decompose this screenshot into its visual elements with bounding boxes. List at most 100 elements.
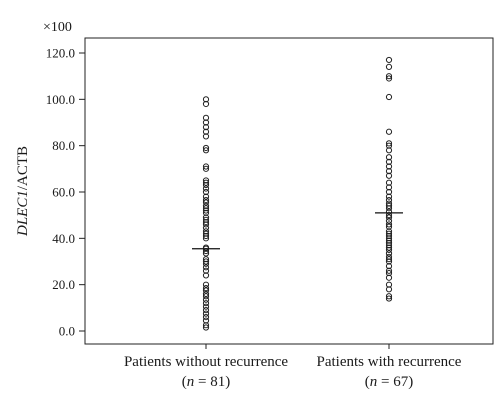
y-tick-label: 20.0 bbox=[52, 277, 75, 292]
data-point bbox=[385, 214, 393, 221]
data-point bbox=[202, 224, 210, 232]
data-point bbox=[202, 230, 210, 237]
y-tick-label: 120.0 bbox=[46, 46, 75, 61]
data-point bbox=[202, 267, 210, 274]
data-point bbox=[202, 314, 210, 321]
data-point bbox=[202, 324, 210, 331]
median-lines bbox=[192, 212, 403, 250]
data-point bbox=[202, 228, 210, 235]
plot-frame bbox=[84, 37, 494, 345]
sample-size-variable: n bbox=[370, 374, 378, 390]
y-tick-label: 0.0 bbox=[59, 324, 75, 339]
data-point bbox=[202, 144, 210, 152]
data-point bbox=[385, 208, 393, 215]
data-point bbox=[385, 188, 393, 196]
data-point bbox=[385, 242, 393, 249]
y-axis-label-reference: /ACTB bbox=[15, 146, 31, 190]
data-point bbox=[385, 172, 393, 179]
data-point bbox=[385, 274, 393, 281]
data-point bbox=[202, 197, 210, 204]
data-point bbox=[385, 230, 393, 237]
data-point bbox=[385, 200, 393, 207]
data-point bbox=[202, 209, 210, 216]
data-point bbox=[202, 100, 210, 108]
data-point bbox=[385, 269, 393, 277]
y-tick-label: 40.0 bbox=[52, 231, 75, 246]
data-point bbox=[202, 177, 210, 184]
data-point bbox=[385, 237, 393, 244]
data-point bbox=[202, 128, 210, 135]
data-point bbox=[385, 250, 393, 257]
data-point bbox=[202, 303, 210, 310]
data-point bbox=[385, 140, 393, 147]
data-point bbox=[385, 223, 393, 230]
data-point bbox=[202, 293, 210, 300]
data-point bbox=[202, 119, 210, 126]
data-point bbox=[202, 219, 210, 226]
data-point bbox=[202, 114, 210, 121]
data-point bbox=[202, 296, 210, 303]
data-point bbox=[202, 285, 210, 292]
data-point bbox=[385, 56, 393, 64]
data-point bbox=[202, 244, 210, 251]
data-point bbox=[385, 158, 393, 165]
data-point bbox=[385, 244, 393, 251]
sample-size-variable: n bbox=[187, 374, 195, 390]
y-axis-multiplier: ×100 bbox=[43, 20, 72, 35]
data-point bbox=[202, 256, 210, 263]
data-point bbox=[385, 75, 393, 82]
data-point bbox=[385, 128, 393, 135]
y-axis-label: DLEC1/ACTB bbox=[15, 146, 31, 237]
data-point bbox=[385, 163, 393, 170]
data-point bbox=[202, 317, 210, 324]
data-point bbox=[385, 281, 393, 288]
data-point bbox=[202, 185, 210, 192]
data-point bbox=[385, 235, 393, 242]
data-point bbox=[385, 205, 393, 212]
data-point bbox=[202, 96, 210, 103]
data-point bbox=[202, 163, 210, 170]
data-point bbox=[385, 256, 393, 263]
data-point bbox=[202, 235, 210, 242]
data-point bbox=[202, 258, 210, 265]
data-point bbox=[385, 184, 393, 191]
data-point bbox=[385, 193, 393, 200]
data-point bbox=[202, 199, 210, 206]
y-axis-label-gene: DLEC1 bbox=[15, 190, 31, 237]
data-point bbox=[202, 147, 210, 154]
sample-size-open: ( bbox=[365, 374, 370, 390]
data-point bbox=[202, 300, 210, 307]
y-axis-ticks: 0.0 20.0 40.0 60.0 80.0 100.0 120.0 bbox=[46, 46, 85, 339]
data-point bbox=[202, 310, 210, 317]
data-point bbox=[202, 290, 210, 298]
data-point bbox=[202, 124, 210, 131]
group-sample-size: (n = 81) bbox=[182, 374, 230, 390]
data-point bbox=[385, 168, 393, 175]
data-point bbox=[202, 216, 210, 223]
data-point bbox=[202, 232, 210, 240]
y-tick-label: 100.0 bbox=[46, 92, 75, 107]
data-point bbox=[385, 293, 393, 300]
group-label: Patients with recurrence bbox=[317, 354, 462, 370]
data-point bbox=[385, 73, 393, 80]
data-point bbox=[202, 188, 210, 196]
data-point bbox=[202, 165, 210, 172]
data-points bbox=[202, 56, 393, 331]
data-point bbox=[385, 142, 393, 149]
sample-size-value: = 81) bbox=[194, 374, 230, 390]
data-point bbox=[385, 228, 393, 235]
data-point bbox=[385, 63, 393, 71]
sample-size-open: ( bbox=[182, 374, 187, 390]
data-point bbox=[385, 221, 393, 228]
data-point bbox=[202, 281, 210, 288]
data-point bbox=[385, 197, 393, 204]
data-point bbox=[385, 295, 393, 302]
data-point bbox=[202, 264, 210, 271]
data-point bbox=[385, 202, 393, 209]
group-label: Patients without recurrence bbox=[124, 354, 288, 370]
x-axis-group-labels: Patients without recurrence(n = 81)Patie… bbox=[124, 344, 462, 390]
data-point bbox=[202, 272, 210, 279]
data-point bbox=[202, 250, 210, 257]
data-point bbox=[385, 147, 393, 154]
